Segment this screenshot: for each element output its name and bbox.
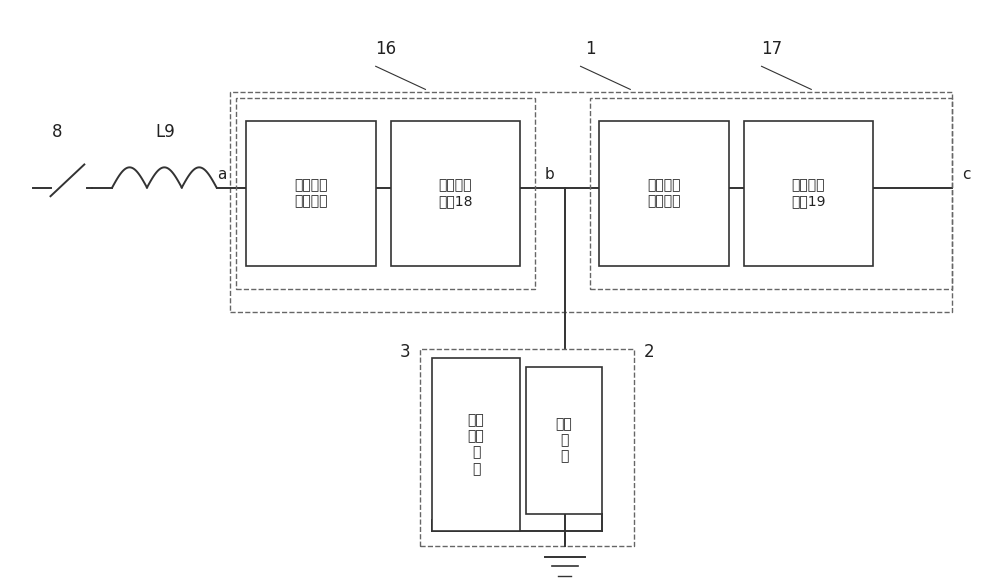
Text: 16: 16 <box>375 40 396 58</box>
Text: 2: 2 <box>644 343 655 361</box>
Text: c: c <box>962 167 971 182</box>
Bar <box>420 349 634 546</box>
Text: 第一换流
单元18: 第一换流 单元18 <box>438 178 473 209</box>
Text: 第一快速
机械开关: 第一快速 机械开关 <box>294 178 328 209</box>
Bar <box>590 98 952 289</box>
Text: L9: L9 <box>155 124 175 141</box>
Bar <box>236 98 535 289</box>
Text: 能量
吸收
单
元: 能量 吸收 单 元 <box>468 413 485 476</box>
Text: 8: 8 <box>52 124 63 141</box>
Text: 第二快速
机械开关: 第二快速 机械开关 <box>647 178 681 209</box>
Text: 第二换流
单元19: 第二换流 单元19 <box>791 178 826 209</box>
Text: 1: 1 <box>585 40 596 58</box>
Bar <box>230 92 952 312</box>
Bar <box>246 121 376 265</box>
Bar <box>432 358 520 531</box>
Text: b: b <box>545 167 555 182</box>
Text: a: a <box>217 167 227 182</box>
Text: 断流
单
元: 断流 单 元 <box>556 417 573 463</box>
Bar <box>599 121 729 265</box>
Text: 3: 3 <box>400 343 411 361</box>
Bar <box>744 121 873 265</box>
Bar <box>526 367 602 514</box>
Text: 17: 17 <box>761 40 782 58</box>
Bar <box>391 121 520 265</box>
